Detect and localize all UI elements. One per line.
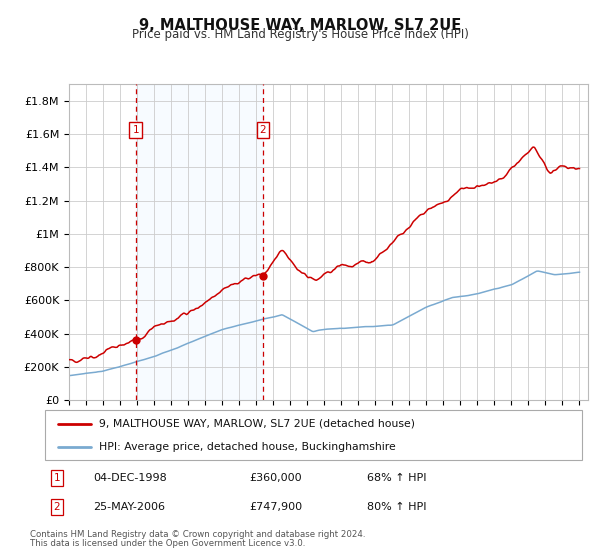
Bar — [136, 84, 263, 400]
Text: This data is licensed under the Open Government Licence v3.0.: This data is licensed under the Open Gov… — [30, 539, 305, 548]
Text: Price paid vs. HM Land Registry's House Price Index (HPI): Price paid vs. HM Land Registry's House … — [131, 28, 469, 41]
Text: 9, MALTHOUSE WAY, MARLOW, SL7 2UE: 9, MALTHOUSE WAY, MARLOW, SL7 2UE — [139, 18, 461, 33]
Text: 68% ↑ HPI: 68% ↑ HPI — [367, 473, 427, 483]
Text: 25-MAY-2006: 25-MAY-2006 — [94, 502, 166, 512]
Text: 1: 1 — [133, 125, 139, 135]
FancyBboxPatch shape — [45, 410, 582, 460]
Text: 80% ↑ HPI: 80% ↑ HPI — [367, 502, 427, 512]
Text: HPI: Average price, detached house, Buckinghamshire: HPI: Average price, detached house, Buck… — [98, 442, 395, 452]
Text: 2: 2 — [53, 502, 60, 512]
Text: £360,000: £360,000 — [249, 473, 302, 483]
Text: 1: 1 — [53, 473, 60, 483]
Text: 2: 2 — [260, 125, 266, 135]
Text: Contains HM Land Registry data © Crown copyright and database right 2024.: Contains HM Land Registry data © Crown c… — [30, 530, 365, 539]
Text: 9, MALTHOUSE WAY, MARLOW, SL7 2UE (detached house): 9, MALTHOUSE WAY, MARLOW, SL7 2UE (detac… — [98, 418, 415, 428]
Text: £747,900: £747,900 — [249, 502, 302, 512]
Text: 04-DEC-1998: 04-DEC-1998 — [94, 473, 167, 483]
